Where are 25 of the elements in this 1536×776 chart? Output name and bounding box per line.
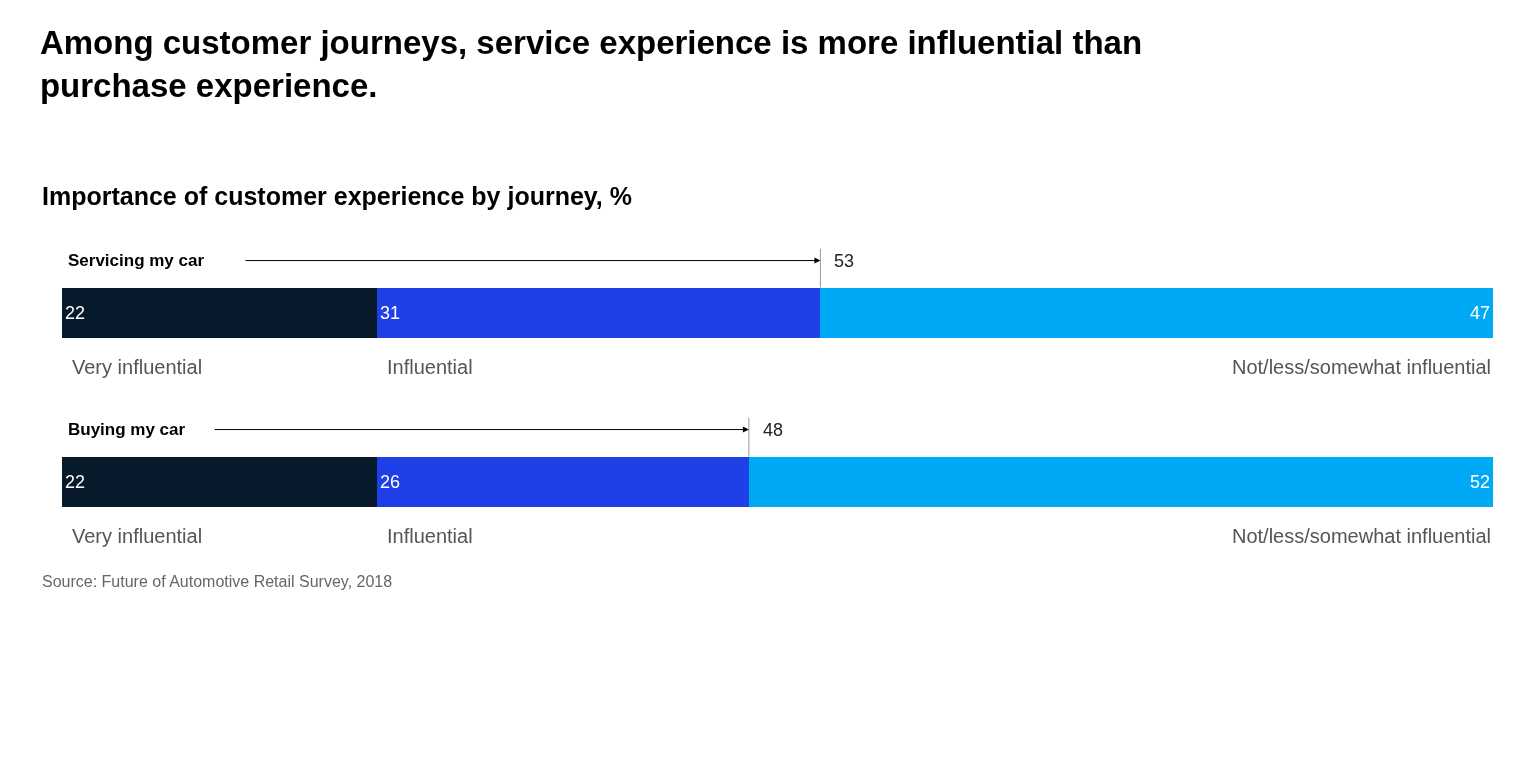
data-label: 47 (1469, 303, 1490, 323)
series-label: Very influential (72, 356, 203, 378)
annotation: 53 (834, 251, 855, 271)
data-label: 26 (380, 472, 401, 492)
data-label: 52 (1469, 472, 1490, 492)
chart-title: Among customer journeys, service experience is more influential than purchase experience. (39, 24, 1143, 105)
text: Very influential (72, 525, 203, 547)
bar (820, 288, 1493, 338)
text: Influential (387, 525, 473, 547)
y-tick-label: Buying my car (68, 420, 186, 439)
bar (377, 457, 749, 507)
text: Not/less/somewhat influential (1232, 525, 1492, 547)
series-label: Influential (387, 356, 473, 378)
y-tick-label: Servicing my car (68, 251, 205, 270)
bar (62, 288, 377, 338)
series-label: Not/less/somewhat influential (1232, 356, 1492, 378)
chart-subtitle: Importance of customer experience by journey, % (42, 182, 632, 210)
data-label: 31 (380, 303, 401, 323)
bar (749, 457, 1493, 507)
annotation: 48 (763, 420, 784, 440)
source-note: Source: Future of Automotive Retail Survey, 2018 (42, 573, 393, 590)
data-label: 22 (65, 303, 86, 323)
bar (62, 457, 377, 507)
data-label: 22 (65, 472, 86, 492)
bar (377, 288, 820, 338)
